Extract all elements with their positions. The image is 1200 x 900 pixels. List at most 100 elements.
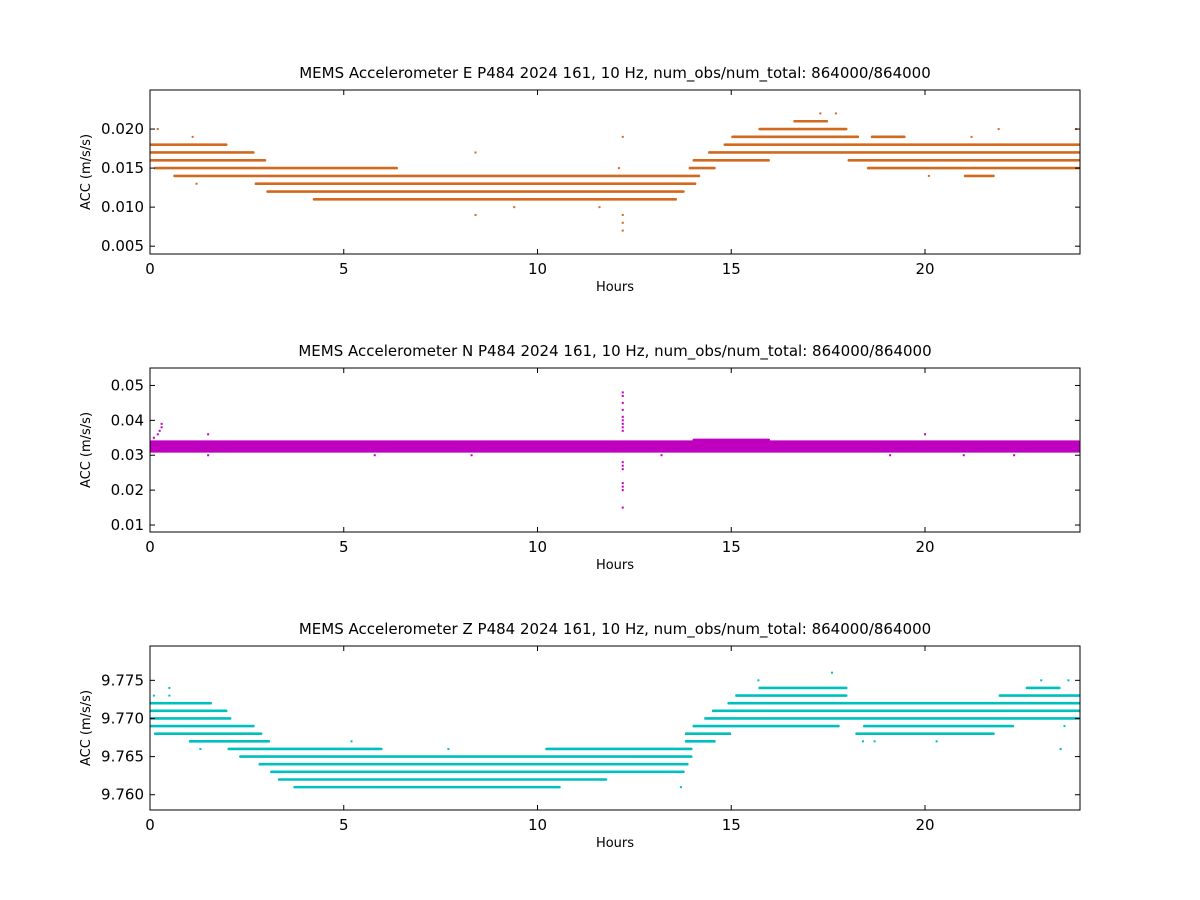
panel-north: 0 5 10 15 20 0.01 0.02 0.03 0.04 0.05 MEMS Acceler… (79, 342, 1081, 573)
x-tick-label-north-4: 20 (915, 538, 934, 556)
panel-east: 0 5 10 15 20 0.005 0.010 0.015 0.020 MEMS Acceler… (79, 64, 1081, 295)
data-point-north-21 (621, 482, 624, 485)
data-point-vertical-3 (199, 747, 202, 750)
data-point-vertical-16 (1059, 747, 1062, 750)
data-point-north-12 (621, 408, 624, 411)
data-point-north-10 (621, 394, 624, 397)
data-point-east-2 (195, 182, 198, 185)
y-tick-label-vertical-2: 9.770 (101, 709, 144, 727)
data-point-north-8 (470, 454, 473, 457)
data-point-north-28 (962, 454, 965, 457)
y-tick-label-north-2: 0.03 (111, 446, 144, 464)
data-band-vertical-6 (227, 747, 383, 751)
data-band-vertical-14 (684, 732, 732, 736)
data-point-north-27 (924, 433, 926, 436)
data-point-east-8 (621, 213, 624, 216)
data-band-vertical-9 (270, 770, 685, 774)
chart-title-vertical: MEMS Accelerometer Z P484 2024 161, 10 H… (299, 620, 931, 639)
data-point-vertical-1 (168, 694, 171, 697)
x-axis-label-east: Hours (596, 280, 634, 295)
y-axis-label-east: ACC (m/s/s) (79, 134, 94, 210)
data-band-east-2 (150, 158, 267, 162)
data-band-east-3 (153, 166, 398, 170)
data-band-east-17 (870, 135, 906, 139)
x-tick-label-north-0: 0 (145, 538, 155, 556)
data-point-east-5 (513, 206, 516, 209)
data-point-vertical-7 (757, 679, 760, 682)
x-axis-label-vertical: Hours (596, 836, 634, 851)
data-point-north-23 (621, 489, 624, 492)
y-tick-label-east-0: 0.005 (101, 237, 144, 255)
data-point-vertical-5 (447, 747, 450, 750)
data-point-east-15 (970, 135, 973, 138)
panel-vertical: 0 5 10 15 20 9.760 9.765 9.770 9.775 MEMS Acceler… (79, 620, 1081, 851)
data-band-vertical-1 (150, 709, 228, 713)
data-point-north-1 (156, 433, 159, 436)
x-tick-label-east-1: 5 (339, 260, 349, 278)
data-point-east-13 (834, 112, 837, 115)
data-band-vertical-2 (150, 717, 232, 720)
data-point-north-22 (621, 485, 624, 488)
data-band-vertical-0 (150, 701, 212, 705)
plot-area-east (150, 112, 1080, 232)
x-tick-label-east-0: 0 (145, 260, 155, 278)
data-point-east-12 (819, 112, 822, 115)
x-tick-label-north-3: 15 (722, 538, 741, 556)
data-band-east-12 (731, 135, 860, 139)
data-band-east-10 (708, 151, 1080, 154)
data-point-north-17 (621, 429, 624, 432)
data-band-north-1 (692, 438, 770, 448)
data-point-vertical-9 (862, 740, 864, 743)
data-band-vertical-21 (863, 724, 1015, 728)
y-tick-label-north-1: 0.02 (111, 481, 144, 499)
data-band-east-4 (173, 174, 701, 178)
data-band-vertical-23 (998, 694, 1080, 697)
data-point-vertical-14 (1071, 717, 1074, 720)
x-tick-label-vertical-3: 15 (722, 816, 741, 834)
data-band-east-13 (758, 127, 848, 131)
data-point-north-20 (621, 468, 624, 471)
y-tick-label-vertical-3: 9.775 (101, 671, 144, 689)
data-point-north-3 (160, 426, 163, 429)
data-point-vertical-15 (1063, 725, 1066, 728)
data-band-east-9 (692, 158, 770, 162)
plot-area-north (150, 391, 1080, 509)
data-band-vertical-5 (188, 740, 271, 743)
axes-frame-north (149, 367, 1081, 533)
data-band-vertical-4 (153, 732, 263, 736)
data-band-vertical-22 (855, 732, 995, 736)
y-axis-label-vertical: ACC (m/s/s) (79, 690, 94, 766)
data-point-east-10 (621, 229, 624, 232)
y-tick-label-vertical-1: 9.765 (101, 748, 144, 766)
data-point-vertical-11 (935, 740, 938, 743)
y-tick-label-north-4: 0.05 (111, 376, 144, 394)
data-point-north-24 (621, 506, 624, 509)
data-point-north-19 (621, 464, 624, 467)
data-band-vertical-19 (735, 694, 848, 697)
data-point-north-5 (207, 433, 210, 436)
data-point-vertical-8 (831, 671, 833, 674)
x-tick-label-vertical-2: 10 (528, 816, 547, 834)
data-band-vertical-18 (727, 701, 1080, 705)
data-point-north-26 (889, 454, 892, 457)
data-band-east-8 (688, 166, 716, 170)
y-tick-label-east-3: 0.020 (101, 120, 144, 138)
data-band-vertical-12 (545, 747, 693, 751)
data-point-north-0 (152, 436, 155, 439)
data-point-north-9 (621, 391, 624, 394)
data-point-vertical-6 (679, 786, 682, 789)
y-tick-label-north-3: 0.04 (111, 411, 144, 429)
data-point-east-11 (617, 167, 620, 170)
y-tick-label-north-0: 0.01 (111, 516, 144, 534)
data-band-vertical-10 (277, 778, 608, 781)
data-band-vertical-15 (692, 724, 840, 728)
data-point-east-3 (474, 151, 477, 154)
data-point-east-6 (598, 206, 601, 209)
x-axis-label-north: Hours (596, 558, 634, 573)
x-tick-label-vertical-0: 0 (145, 816, 155, 834)
data-point-vertical-12 (1040, 679, 1043, 682)
data-point-vertical-13 (1067, 679, 1070, 682)
data-point-north-4 (160, 422, 163, 425)
data-point-vertical-2 (168, 686, 171, 689)
data-band-vertical-17 (711, 709, 1080, 713)
